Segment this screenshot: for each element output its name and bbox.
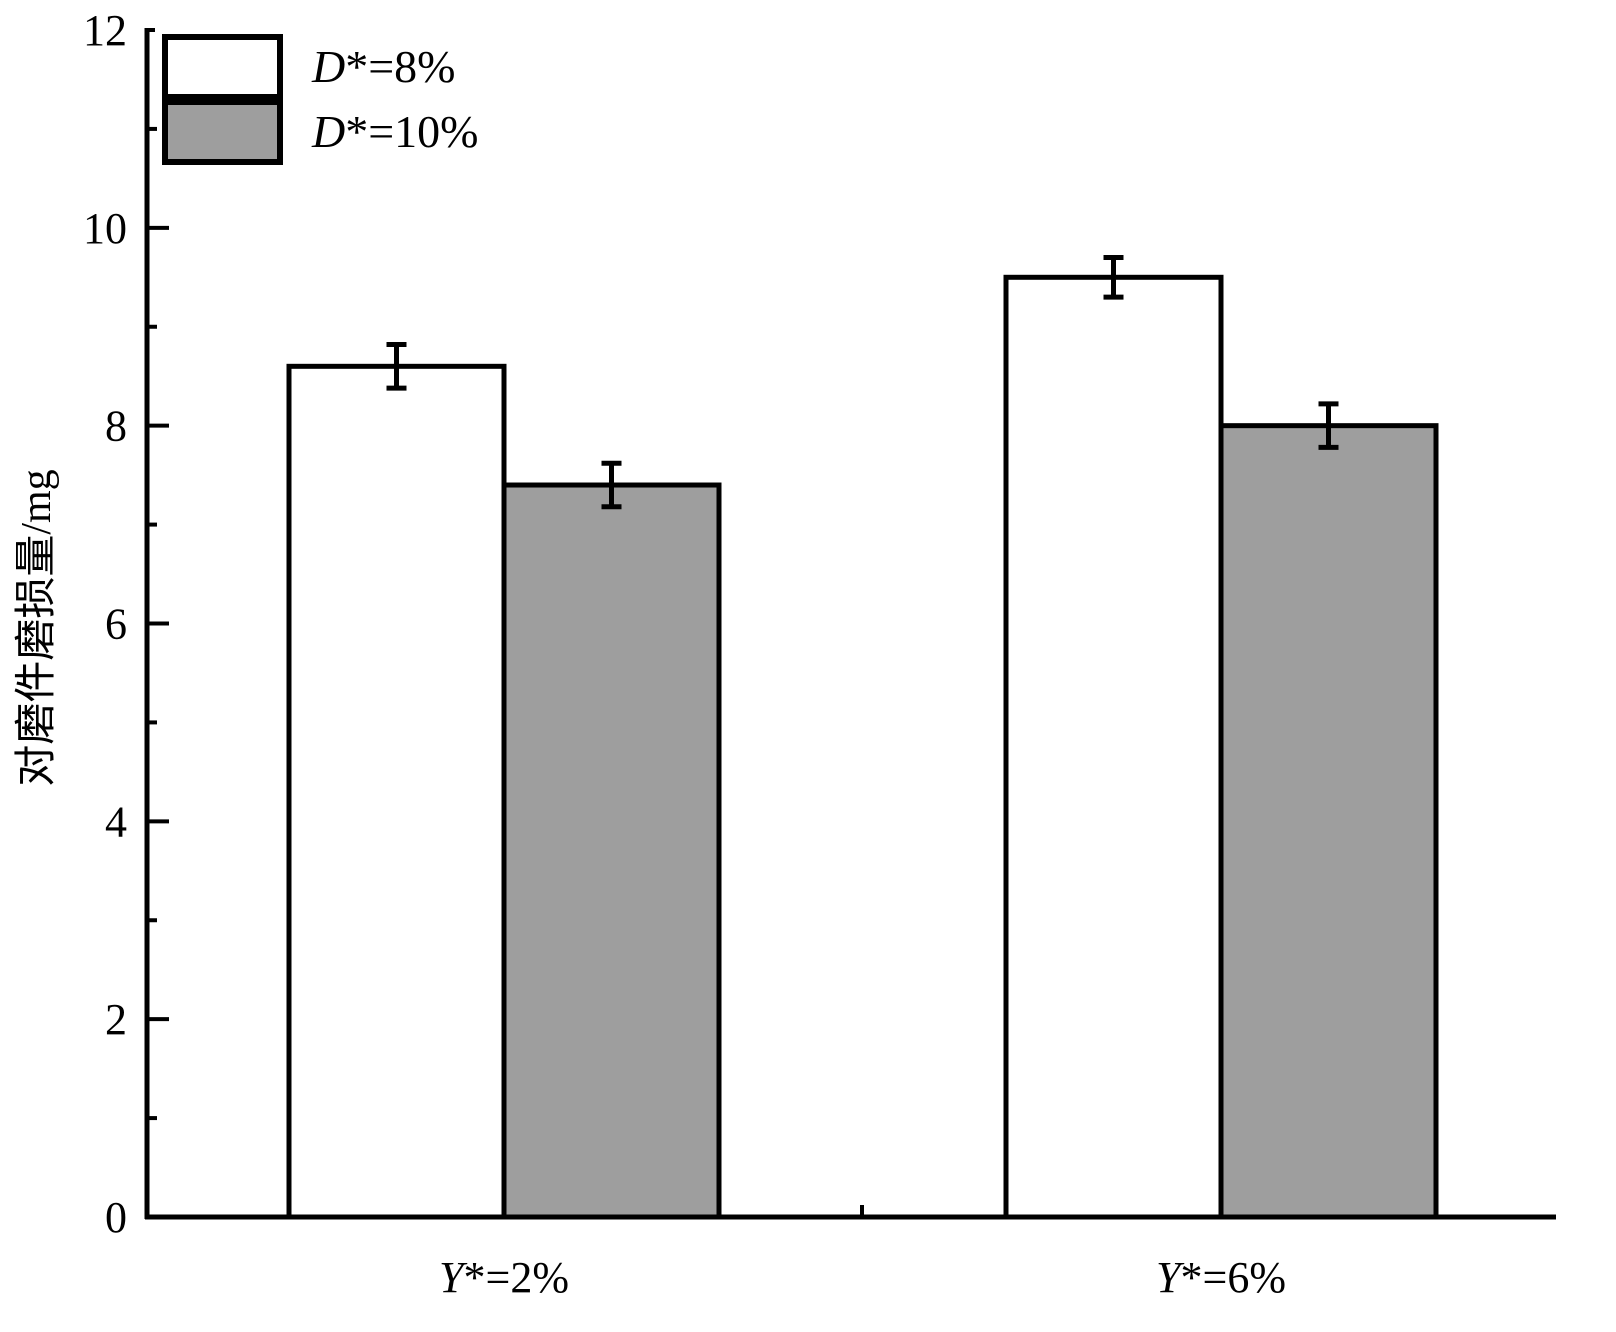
y-tick-label: 4 — [105, 797, 127, 846]
error-bar — [601, 460, 622, 510]
y-tick-label: 6 — [105, 600, 127, 649]
y-tick-label: 12 — [83, 6, 127, 55]
legend-label: D*=10% — [311, 106, 479, 157]
legend-swatch — [162, 34, 283, 100]
x-tick-label: Y*=6% — [1156, 1253, 1286, 1302]
error-bar — [386, 342, 407, 391]
error-bar — [1103, 255, 1124, 300]
bar — [1218, 423, 1439, 1220]
bar — [286, 363, 507, 1220]
x-tick-label: Y*=2% — [439, 1253, 569, 1302]
bar — [501, 482, 722, 1220]
legend-label: D*=8% — [311, 41, 456, 92]
y-tick-label: 0 — [105, 1193, 127, 1242]
y-tick-label: 2 — [105, 995, 127, 1044]
y-tick-label: 8 — [105, 402, 127, 451]
axes-layer: 0 2 4 6 8 10 12 Y*=2% Y*=6% — [83, 6, 1556, 1302]
y-axis-label: 对磨件磨损量/mg — [14, 469, 60, 786]
bars-layer — [286, 255, 1439, 1220]
legend: D*=8% D*=10% — [162, 34, 479, 165]
y-tick-label: 10 — [83, 204, 127, 253]
error-bar — [1318, 401, 1339, 450]
legend-swatch — [162, 99, 283, 165]
bar — [1003, 274, 1224, 1220]
